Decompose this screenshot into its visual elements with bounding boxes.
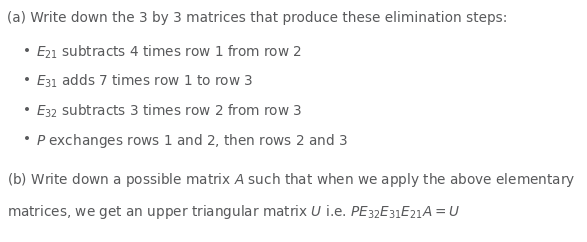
Text: $E_{21}$ subtracts 4 times row 1 from row 2: $E_{21}$ subtracts 4 times row 1 from ro… <box>36 44 302 61</box>
Text: $E_{31}$ adds 7 times row 1 to row 3: $E_{31}$ adds 7 times row 1 to row 3 <box>36 73 254 91</box>
Text: $E_{32}$ subtracts 3 times row 2 from row 3: $E_{32}$ subtracts 3 times row 2 from ro… <box>36 103 303 120</box>
Text: matrices, we get an upper triangular matrix $U$ i.e. $PE_{32}E_{31}E_{21}A = U$: matrices, we get an upper triangular mat… <box>7 203 460 221</box>
Text: (b) Write down a possible matrix $A$ such that when we apply the above elementar: (b) Write down a possible matrix $A$ suc… <box>7 171 575 189</box>
Text: •: • <box>23 132 32 146</box>
Text: •: • <box>23 73 32 87</box>
Text: •: • <box>23 44 32 58</box>
Text: $P$ exchanges rows 1 and 2, then rows 2 and 3: $P$ exchanges rows 1 and 2, then rows 2 … <box>36 132 348 150</box>
Text: •: • <box>23 103 32 117</box>
Text: (a) Write down the 3 by 3 matrices that produce these elimination steps:: (a) Write down the 3 by 3 matrices that … <box>7 11 507 25</box>
